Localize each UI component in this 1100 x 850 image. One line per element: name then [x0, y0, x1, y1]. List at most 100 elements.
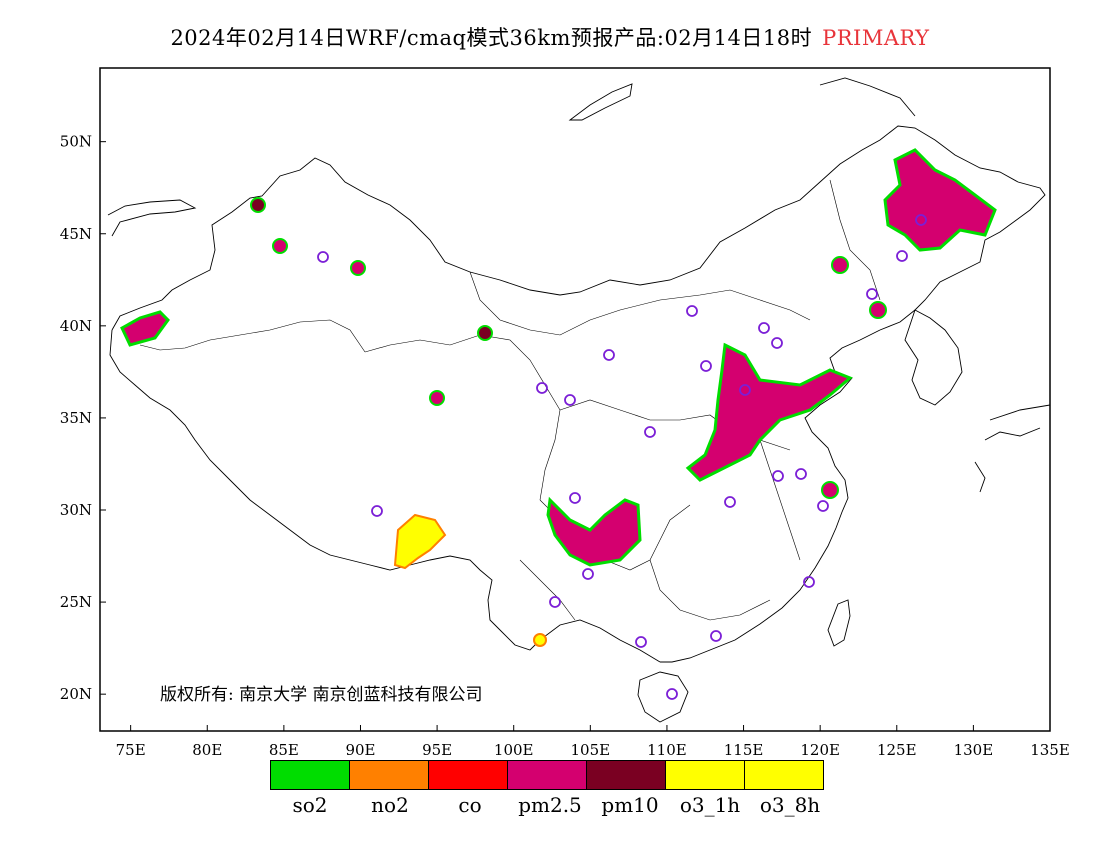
- title-primary-tag: PRIMARY: [822, 26, 930, 50]
- station-marker: [635, 636, 647, 648]
- china-outline: [111, 125, 1046, 331]
- lat-tick-label: 25N: [60, 593, 92, 611]
- station-marker: [817, 500, 829, 512]
- lake-baikal: [568, 83, 633, 121]
- north-china-pm25-region: [685, 342, 853, 482]
- legend-labels: so2 no2 co pm2.5 pm10 o3_1h o3_8h: [270, 793, 830, 817]
- lon-tick-label: 135E: [1030, 741, 1070, 759]
- lon-tick-label: 85E: [269, 741, 299, 759]
- lat-tick-label: 40N: [60, 317, 92, 335]
- sakhalin-coast: [819, 77, 916, 117]
- legend-label: no2: [371, 793, 409, 817]
- station-marker: [536, 382, 548, 394]
- sichuan-pm25-region: [546, 496, 642, 567]
- east-province-border: [759, 439, 801, 561]
- tibet-o3-region: [393, 513, 447, 570]
- lon-tick-label: 95E: [422, 741, 452, 759]
- station-marker: [666, 688, 678, 700]
- station-marker: [758, 322, 770, 334]
- legend-swatch-co: [428, 760, 508, 790]
- lon-tick-label: 100E: [494, 741, 534, 759]
- station-marker: [644, 426, 656, 438]
- pm25-spot: [831, 256, 849, 274]
- korea-peninsula: [904, 309, 963, 406]
- south-border: [109, 329, 661, 663]
- station-marker: [795, 468, 807, 480]
- pm10-spot: [250, 197, 266, 213]
- station-marker: [371, 505, 383, 517]
- pm25-spot: [272, 238, 288, 254]
- west-xinjiang-pm25-region: [120, 310, 170, 347]
- legend-swatch-pm10: [586, 760, 666, 790]
- station-marker: [549, 596, 561, 608]
- legend-swatches: [270, 760, 830, 792]
- copyright-text: 版权所有: 南京大学 南京创蓝科技有限公司: [160, 685, 483, 705]
- station-marker: [866, 288, 878, 300]
- pm25-spot: [350, 260, 366, 276]
- japan-coast: [974, 404, 1051, 493]
- hainan-island: [637, 671, 689, 723]
- legend-swatch-pm2-5: [507, 760, 587, 790]
- station-marker: [771, 337, 783, 349]
- lon-tick-label: 125E: [877, 741, 917, 759]
- lon-tick-label: 130E: [954, 741, 994, 759]
- legend-swatch-no2: [349, 760, 429, 790]
- legend-label: pm2.5: [518, 793, 582, 817]
- station-marker: [710, 630, 722, 642]
- station-marker: [564, 394, 576, 406]
- pm25-spot: [429, 390, 445, 406]
- inner-mongolia-border: [469, 271, 811, 336]
- station-marker: [724, 496, 736, 508]
- legend-label: o3_8h: [759, 793, 821, 817]
- station-marker: [700, 360, 712, 372]
- title-text: 2024年02月14日WRF/cmaq模式36km预报产品:02月14日18时: [170, 26, 813, 50]
- station-marker: [582, 568, 594, 580]
- legend-label: so2: [292, 793, 328, 817]
- xinjiang-border: [139, 319, 366, 353]
- map-title: 2024年02月14日WRF/cmaq模式36km预报产品:02月14日18时 P…: [0, 22, 1100, 52]
- latitude-axis: 50N 45N 40N 35N 30N 25N 20N: [60, 133, 106, 703]
- pm10-spot: [477, 325, 493, 341]
- lat-tick-label: 30N: [60, 501, 92, 519]
- longitude-axis: 75E 80E 85E 90E 95E 100E 105E 110E 115E 120E 125E 1…: [116, 725, 1070, 759]
- pm25-spot: [821, 481, 839, 499]
- pollution-patches: [120, 148, 997, 647]
- station-marker: [603, 349, 615, 361]
- lon-tick-label: 105E: [571, 741, 611, 759]
- station-marker: [686, 305, 698, 317]
- station-marker: [317, 251, 329, 263]
- kazakh-coast: [107, 199, 197, 237]
- legend-swatch-o3-8h: [744, 760, 824, 790]
- lat-tick-label: 35N: [60, 409, 92, 427]
- ne-pm25-region: [883, 148, 997, 252]
- south-central-border: [649, 559, 771, 621]
- lat-tick-label: 50N: [60, 133, 92, 151]
- tibet-qinghai-border: [364, 334, 561, 501]
- northeast-border: [829, 179, 881, 301]
- yunnan-border: [519, 559, 576, 621]
- lat-tick-label: 20N: [60, 685, 92, 703]
- lon-tick-label: 90E: [345, 741, 375, 759]
- legend-swatch-so2: [270, 760, 350, 790]
- station-marker: [772, 470, 784, 482]
- lon-tick-label: 80E: [192, 741, 222, 759]
- station-marker: [739, 384, 751, 396]
- legend-label: o3_1h: [679, 793, 741, 817]
- lat-tick-label: 45N: [60, 225, 92, 243]
- lon-tick-label: 115E: [724, 741, 764, 759]
- legend-label: co: [458, 793, 482, 817]
- pm25-spot: [869, 301, 887, 319]
- map-frame: [99, 67, 1051, 732]
- pm25-spot: [533, 633, 547, 647]
- legend-swatch-o3-1h: [665, 760, 745, 790]
- station-marker: [803, 576, 815, 588]
- lon-tick-label: 110E: [647, 741, 687, 759]
- station-marker: [896, 250, 908, 262]
- taiwan-island: [827, 599, 851, 647]
- lon-tick-label: 120E: [800, 741, 840, 759]
- station-marker: [915, 214, 927, 226]
- legend-label: pm10: [601, 793, 659, 817]
- station-markers: [317, 214, 927, 700]
- lon-tick-label: 75E: [116, 741, 146, 759]
